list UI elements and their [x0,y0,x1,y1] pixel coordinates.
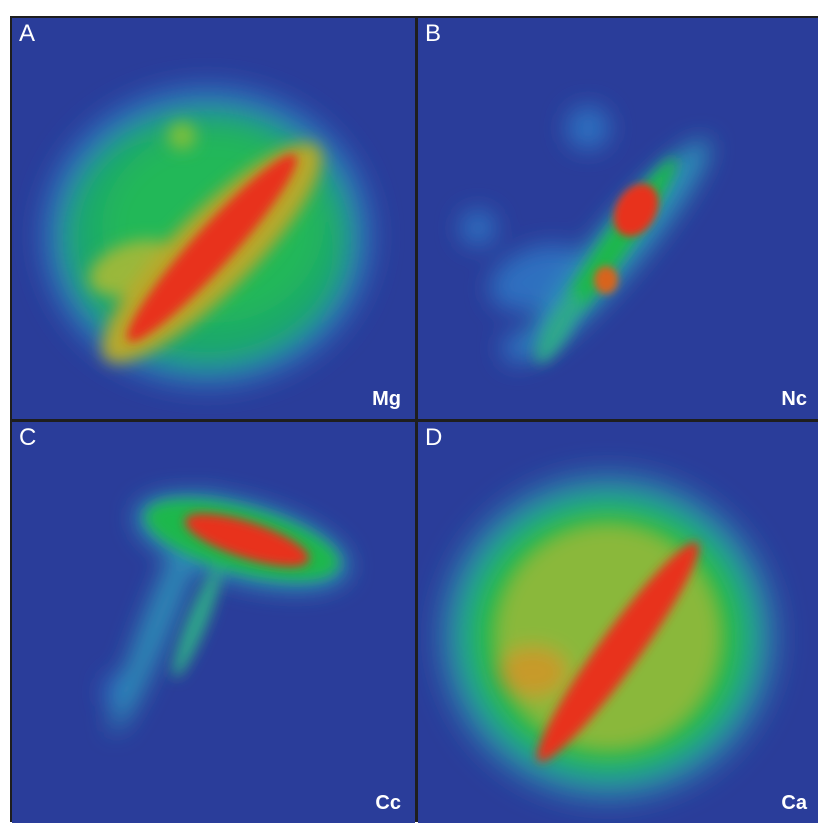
panel-letter: B [425,20,442,47]
heatmap-image-d [418,422,818,823]
panel-tag: Cc [375,792,401,814]
panel-letter: D [425,424,443,451]
panel-tag: Nc [781,388,807,410]
heatmap-image-a [12,18,415,419]
figure-grid: A Mg [10,16,818,823]
panel-b: B Nc [418,18,818,419]
panel-d: D Ca [418,422,818,823]
panel-c: C Cc [12,422,415,823]
panel-letter: C [19,424,37,451]
panel-letter: A [19,20,36,47]
panel-a: A Mg [12,18,415,419]
panel-tag: Mg [372,388,401,410]
panel-tag: Ca [781,792,807,814]
heatmap-image-b [418,18,818,419]
heatmap-image-c [12,422,415,823]
